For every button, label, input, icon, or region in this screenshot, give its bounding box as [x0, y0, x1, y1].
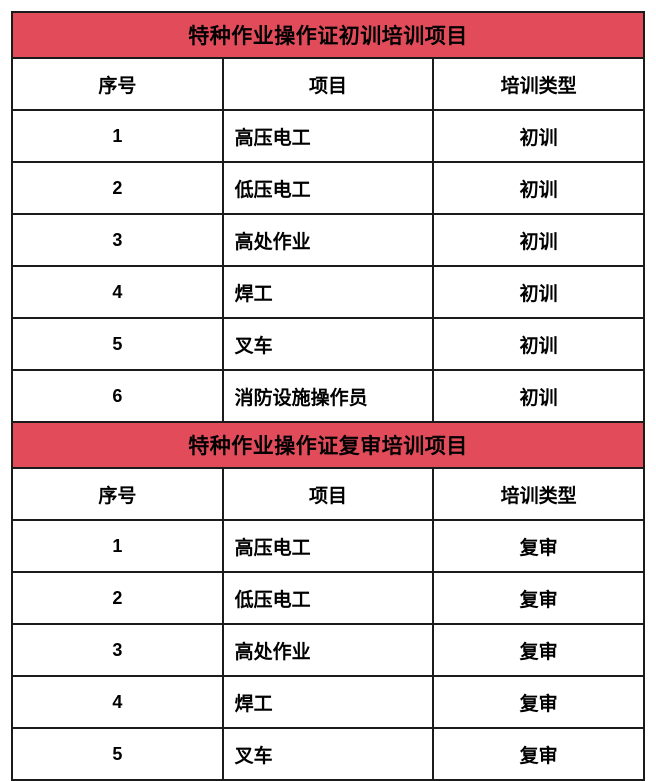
cell-type: 复审 — [432, 519, 645, 573]
cell-no: 1 — [11, 519, 224, 573]
table-row: 5 叉车 复审 — [11, 727, 645, 781]
cell-no: 5 — [11, 317, 224, 371]
cell-project: 低压电工 — [221, 161, 435, 215]
cell-no: 3 — [11, 213, 224, 267]
cell-type: 初训 — [432, 161, 645, 215]
cell-type: 初训 — [432, 109, 645, 163]
cell-project: 叉车 — [221, 727, 435, 781]
cell-project: 高压电工 — [221, 109, 435, 163]
table-row: 4 焊工 初训 — [11, 265, 645, 319]
cell-no: 3 — [11, 623, 224, 677]
initial-training-section: 特种作业操作证初训培训项目 序号 项目 培训类型 1 高压电工 初训 2 低压电… — [11, 11, 645, 423]
section-title-row: 特种作业操作证复审培训项目 — [11, 421, 645, 469]
cell-type: 复审 — [432, 675, 645, 729]
cell-no: 4 — [11, 265, 224, 319]
cell-no: 5 — [11, 727, 224, 781]
cell-no: 1 — [11, 109, 224, 163]
cell-type: 初训 — [432, 265, 645, 319]
cell-no: 4 — [11, 675, 224, 729]
cell-type: 初训 — [432, 369, 645, 423]
cell-project: 低压电工 — [221, 571, 435, 625]
table-row: 4 焊工 复审 — [11, 675, 645, 729]
table-row: 2 低压电工 复审 — [11, 571, 645, 625]
cell-project: 焊工 — [221, 675, 435, 729]
cell-type: 复审 — [432, 623, 645, 677]
column-header-no: 序号 — [11, 467, 224, 521]
table-row: 5 叉车 初训 — [11, 317, 645, 371]
column-header-project: 项目 — [221, 467, 435, 521]
training-programs-table: 特种作业操作证初训培训项目 序号 项目 培训类型 1 高压电工 初训 2 低压电… — [11, 11, 645, 781]
column-header-no: 序号 — [11, 57, 224, 111]
column-header-type: 培训类型 — [432, 57, 645, 111]
section-title-row: 特种作业操作证初训培训项目 — [11, 11, 645, 59]
table-row: 1 高压电工 复审 — [11, 519, 645, 573]
table-row: 2 低压电工 初训 — [11, 161, 645, 215]
cell-project: 叉车 — [221, 317, 435, 371]
section-title-initial: 特种作业操作证初训培训项目 — [11, 11, 645, 59]
cell-project: 高压电工 — [221, 519, 435, 573]
cell-project: 高处作业 — [221, 623, 435, 677]
table-row: 3 高处作业 复审 — [11, 623, 645, 677]
cell-project: 焊工 — [221, 265, 435, 319]
section-title-review: 特种作业操作证复审培训项目 — [11, 421, 645, 469]
cell-type: 初训 — [432, 317, 645, 371]
cell-no: 2 — [11, 571, 224, 625]
review-training-section: 特种作业操作证复审培训项目 序号 项目 培训类型 1 高压电工 复审 2 低压电… — [11, 421, 645, 781]
table-row: 3 高处作业 初训 — [11, 213, 645, 267]
cell-no: 6 — [11, 369, 224, 423]
column-header-row: 序号 项目 培训类型 — [11, 57, 645, 111]
column-header-project: 项目 — [221, 57, 435, 111]
cell-no: 2 — [11, 161, 224, 215]
cell-type: 初训 — [432, 213, 645, 267]
table-row: 1 高压电工 初训 — [11, 109, 645, 163]
column-header-type: 培训类型 — [432, 467, 645, 521]
cell-project: 高处作业 — [221, 213, 435, 267]
cell-type: 复审 — [432, 727, 645, 781]
column-header-row: 序号 项目 培训类型 — [11, 467, 645, 521]
cell-type: 复审 — [432, 571, 645, 625]
cell-project: 消防设施操作员 — [221, 369, 435, 423]
table-row: 6 消防设施操作员 初训 — [11, 369, 645, 423]
